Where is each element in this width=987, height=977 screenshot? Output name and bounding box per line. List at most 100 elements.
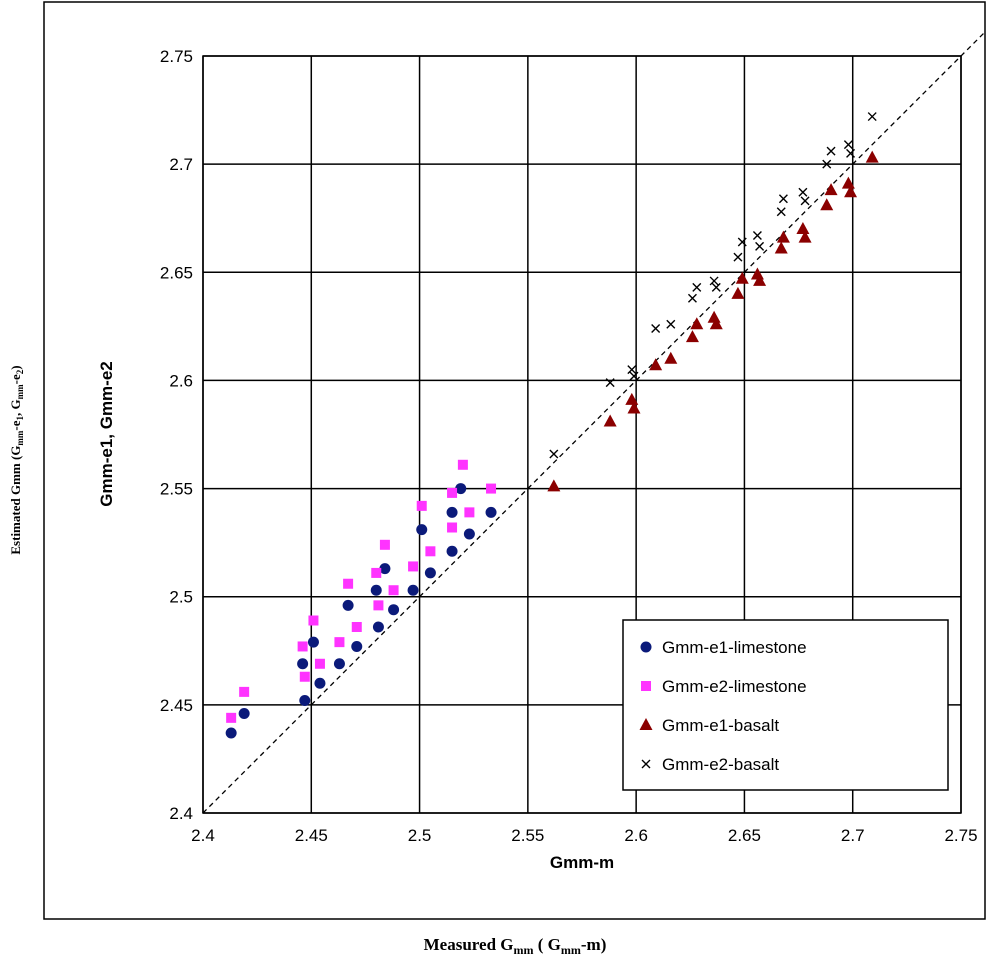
data-point-x [692, 282, 702, 292]
legend-marker-circle [640, 641, 652, 653]
data-point-circle [407, 584, 419, 596]
y-tick-label: 2.55 [160, 480, 193, 499]
y-tick-label: 2.75 [160, 47, 193, 66]
data-points [225, 112, 879, 739]
data-point-square [408, 561, 419, 572]
data-point-square [447, 522, 458, 533]
y-tick-label: 2.5 [169, 588, 193, 607]
x-tick-labels: 2.4 2.45 2.5 2.55 2.6 2.65 2.7 2.75 [191, 826, 977, 845]
data-point-triangle [731, 286, 745, 299]
data-point-x [826, 146, 836, 156]
legend-label: Gmm-e2-limestone [662, 677, 807, 696]
data-point-square [308, 615, 319, 626]
data-point-square [457, 459, 468, 470]
y-tick-label: 2.45 [160, 696, 193, 715]
equality-line [202, 30, 987, 814]
y-tick-labels: 2.4 2.45 2.5 2.55 2.6 2.65 2.7 2.75 [160, 47, 193, 823]
data-point-circle [416, 524, 428, 536]
data-point-x [651, 324, 661, 334]
data-point-x [737, 237, 747, 247]
data-point-circle [388, 604, 400, 616]
data-point-circle [351, 640, 363, 652]
data-point-circle [372, 621, 384, 633]
data-point-x [752, 231, 762, 241]
data-point-circle [463, 528, 475, 540]
data-point-triangle [841, 176, 855, 189]
y-axis-title: Gmm-e1, Gmm-e2 [97, 361, 116, 507]
data-point-x [778, 194, 788, 204]
data-point-triangle [753, 273, 767, 286]
outer-x-axis-title: Measured Gmm ( Gmm-m) [424, 935, 607, 957]
x-tick-label: 2.4 [191, 826, 215, 845]
data-point-circle [446, 506, 458, 518]
data-point-square [371, 567, 382, 578]
equality-line-1-to-1 [202, 30, 987, 814]
data-point-square [486, 483, 497, 494]
data-point-circle [424, 567, 436, 579]
x-axis-title: Gmm-m [550, 853, 614, 872]
data-point-square [373, 600, 384, 611]
data-point-x [776, 207, 786, 217]
data-point-circle [370, 584, 382, 596]
data-point-square [447, 487, 458, 498]
data-point-circle [314, 677, 326, 689]
data-point-x [711, 282, 721, 292]
data-point-square [416, 500, 427, 511]
data-point-triangle [664, 351, 678, 364]
data-point-x [666, 319, 676, 329]
data-point-triangle [625, 392, 639, 405]
data-point-triangle [735, 271, 749, 284]
data-point-circle [225, 727, 237, 739]
data-point-triangle [690, 317, 704, 330]
data-point-triangle [796, 222, 810, 235]
data-point-x [627, 365, 637, 375]
data-point-x [733, 252, 743, 262]
data-point-square [334, 637, 345, 648]
legend-label: Gmm-e1-basalt [662, 716, 779, 735]
data-point-x [798, 187, 808, 197]
data-point-x [709, 276, 719, 286]
data-point-triangle [824, 183, 838, 196]
data-point-square [379, 539, 390, 550]
data-point-square [299, 671, 310, 682]
data-point-x [629, 371, 639, 381]
data-point-triangle [627, 401, 641, 414]
data-point-square [351, 621, 362, 632]
legend-box [622, 619, 949, 791]
y-tick-label: 2.4 [169, 804, 193, 823]
x-tick-label: 2.45 [295, 826, 328, 845]
data-point-square [314, 658, 325, 669]
y-tick-label: 2.6 [169, 371, 193, 390]
data-point-x [843, 140, 853, 150]
data-point-triangle [709, 317, 723, 330]
data-point-square [226, 712, 237, 723]
y-tick-label: 2.7 [169, 155, 193, 174]
data-point-circle [297, 658, 309, 670]
data-point-square [464, 507, 475, 518]
data-point-triangle [774, 241, 788, 254]
data-point-x [846, 148, 856, 158]
data-point-triangle [603, 414, 617, 427]
legend-marker-square [641, 681, 651, 691]
data-point-triangle [865, 150, 879, 163]
data-point-circle [379, 563, 391, 575]
data-point-square [425, 546, 436, 557]
legend-marker-x [641, 759, 651, 769]
data-point-circle [455, 483, 467, 495]
data-point-triangle [649, 358, 663, 371]
data-point-triangle [820, 198, 834, 211]
data-point-triangle [798, 230, 812, 243]
y-tick-label: 2.65 [160, 263, 193, 282]
data-point-x [755, 241, 765, 251]
x-tick-label: 2.75 [944, 826, 977, 845]
data-point-circle [299, 695, 311, 707]
data-point-triangle [844, 185, 858, 198]
data-point-circle [485, 506, 497, 518]
x-tick-label: 2.65 [728, 826, 761, 845]
data-point-triangle [776, 230, 790, 243]
x-tick-label: 2.6 [624, 826, 648, 845]
data-point-x [605, 378, 615, 388]
x-tick-label: 2.5 [408, 826, 432, 845]
data-point-x [867, 112, 877, 122]
